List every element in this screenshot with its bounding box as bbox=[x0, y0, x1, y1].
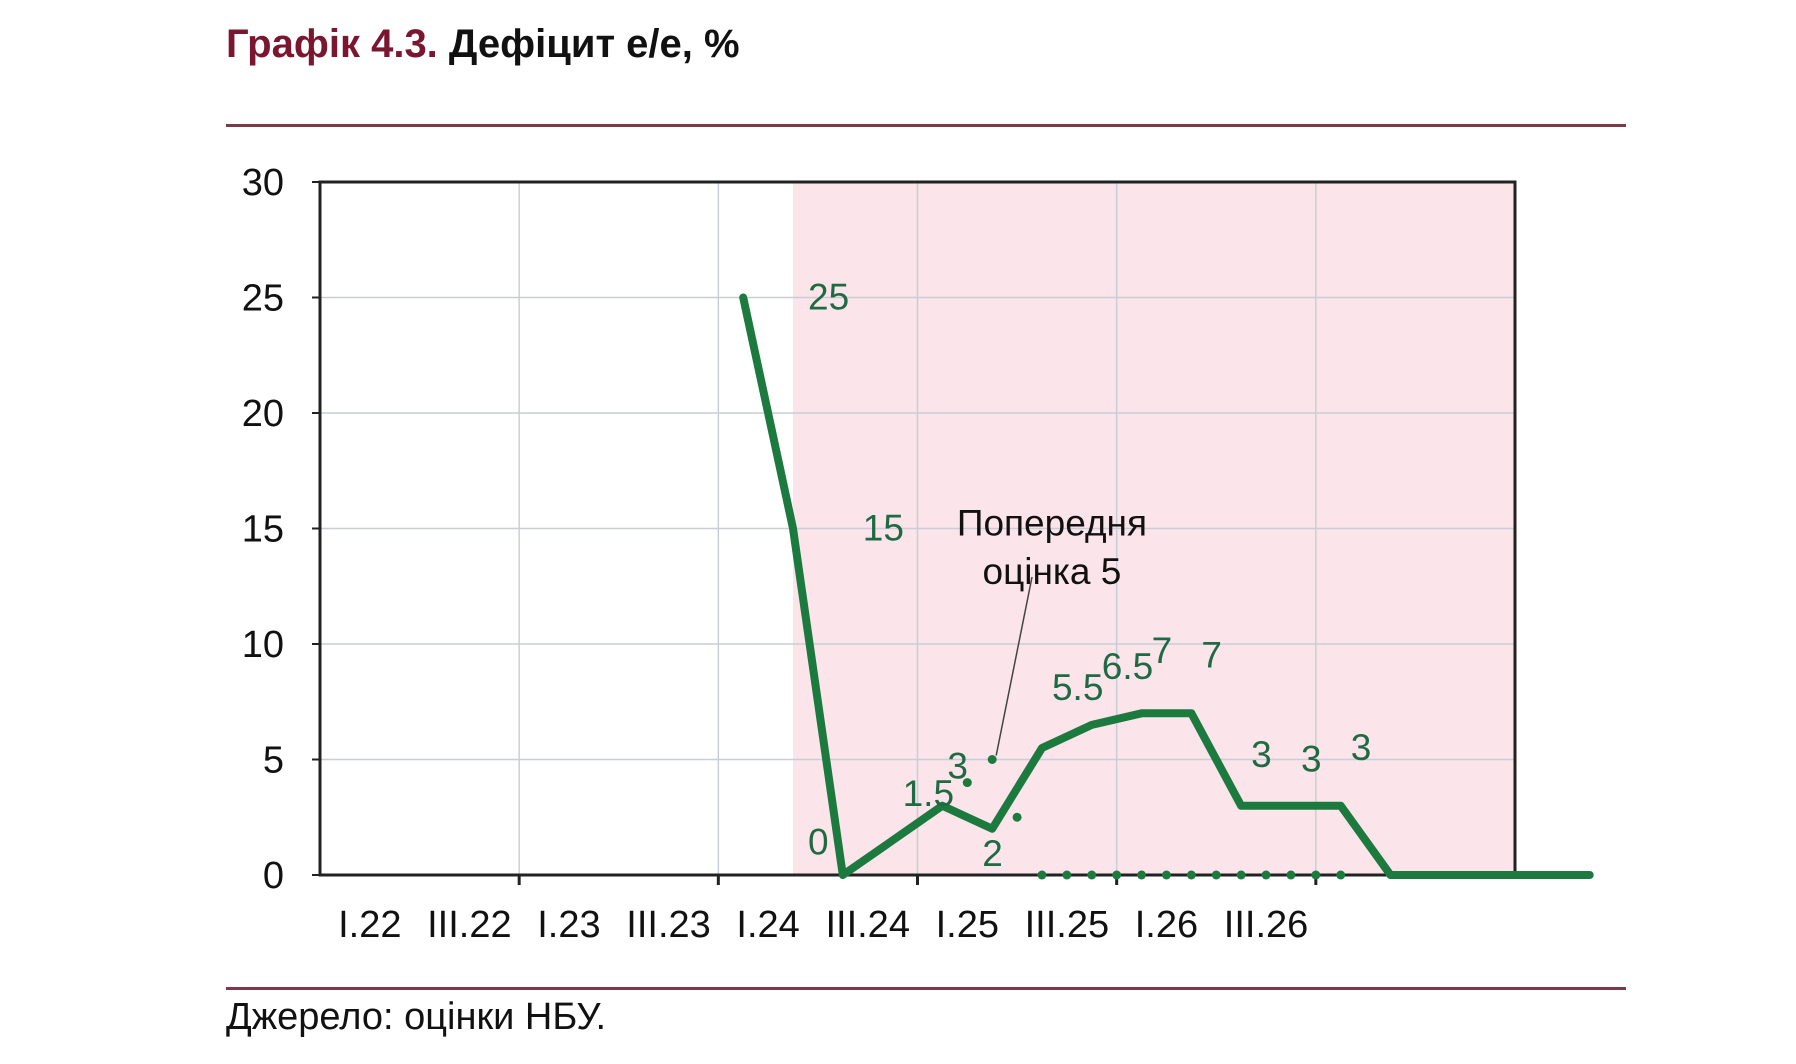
bottom-divider bbox=[226, 987, 1626, 990]
y-tick-label: 5 bbox=[263, 740, 284, 782]
data-label: 2 bbox=[982, 833, 1003, 874]
data-label: 1.5 bbox=[903, 773, 954, 814]
x-tick-label: III.26 bbox=[1224, 904, 1309, 946]
series-dot-previous bbox=[987, 755, 997, 764]
source-note: Джерело: оцінки НБУ. bbox=[226, 996, 607, 1038]
data-label: 3 bbox=[1351, 727, 1372, 768]
series-dot-previous bbox=[1236, 870, 1246, 880]
data-label: 3 bbox=[947, 745, 968, 786]
top-divider bbox=[226, 124, 1626, 127]
x-tick-label: III.25 bbox=[1025, 904, 1110, 946]
series-dot-previous bbox=[1012, 812, 1022, 822]
x-tick-label: I.26 bbox=[1135, 904, 1198, 946]
series-dot-previous bbox=[1336, 870, 1346, 880]
y-tick-label: 0 bbox=[263, 855, 284, 897]
series-dot-previous bbox=[1087, 870, 1097, 880]
series-dot-previous bbox=[962, 778, 972, 788]
series-dot-previous bbox=[1037, 870, 1047, 880]
series-dot-previous bbox=[1311, 870, 1321, 880]
series-dot-previous bbox=[1137, 870, 1147, 880]
x-tick-label: III.22 bbox=[427, 904, 512, 946]
data-label: 0 bbox=[808, 822, 829, 863]
annotation-text: оцінка 5 bbox=[983, 551, 1122, 592]
series-dot-previous bbox=[1062, 870, 1072, 880]
data-label: 15 bbox=[863, 508, 904, 549]
x-tick-label: III.24 bbox=[825, 904, 910, 946]
y-tick-label: 25 bbox=[242, 278, 284, 320]
y-tick-label: 10 bbox=[242, 624, 284, 666]
series-line-deficit bbox=[739, 293, 1594, 879]
series-dot-previous bbox=[1186, 870, 1196, 880]
series-dot-previous bbox=[1161, 870, 1171, 880]
data-label: 6.5 bbox=[1102, 646, 1153, 687]
x-tick-label: I.25 bbox=[936, 904, 999, 946]
x-tick-label: III.23 bbox=[626, 904, 711, 946]
data-label: 5.5 bbox=[1052, 667, 1103, 708]
series-dot-previous bbox=[1286, 870, 1296, 880]
data-label: 7 bbox=[1152, 630, 1173, 671]
y-tick-label: 30 bbox=[242, 162, 284, 204]
data-label: 3 bbox=[1301, 739, 1322, 780]
x-tick-label: I.22 bbox=[338, 904, 401, 946]
annotation-text: Попередня bbox=[957, 502, 1147, 543]
annotation-leader bbox=[995, 576, 1033, 756]
data-label: 7 bbox=[1201, 635, 1222, 676]
x-tick-label: I.24 bbox=[736, 904, 799, 946]
chart-number: Графік 4.3. bbox=[226, 22, 438, 66]
chart-title-text: Дефіцит е/е, % bbox=[448, 22, 740, 66]
y-tick-label: 15 bbox=[242, 509, 284, 551]
data-label: 3 bbox=[1251, 734, 1272, 775]
series-dot-previous bbox=[1211, 870, 1221, 880]
y-tick-label: 20 bbox=[242, 393, 284, 435]
chart-title: Графік 4.3. Дефіцит е/е, % bbox=[226, 22, 740, 67]
x-tick-label: I.23 bbox=[537, 904, 600, 946]
series-dot-previous bbox=[1261, 870, 1271, 880]
series-dot-previous bbox=[1112, 870, 1122, 880]
data-label: 25 bbox=[808, 277, 849, 318]
